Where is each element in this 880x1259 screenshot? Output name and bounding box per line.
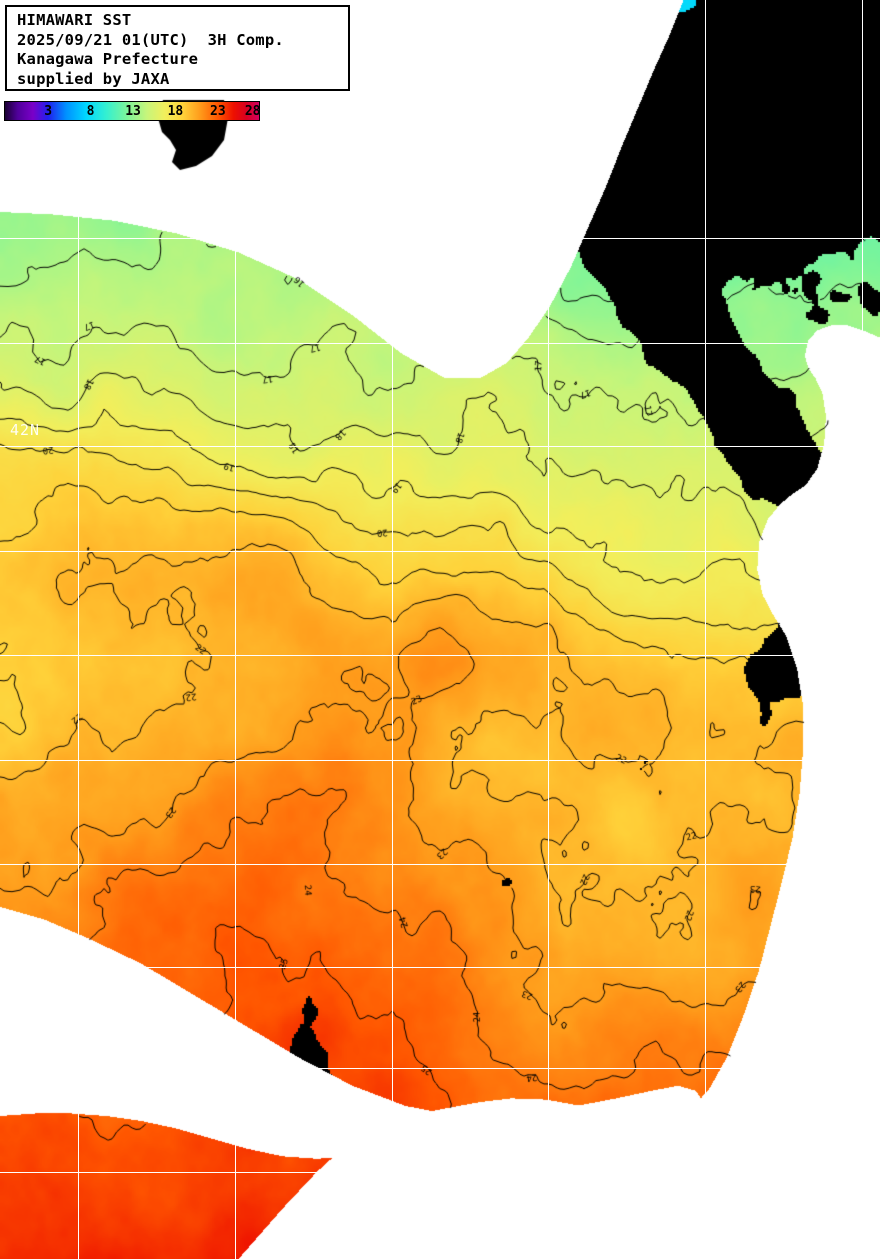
temperature-colorbar: 3 8 13 18 23 28 [4,101,260,121]
title-line-credit: supplied by JAXA [17,69,170,88]
colorbar-gradient [5,102,259,120]
title-line-provider-region: Kanagawa Prefecture [17,50,199,68]
colorbar-tick-3: 3 [44,104,53,119]
colorbar-tick-23: 23 [210,104,226,119]
colorbar-tick-28: 28 [244,104,261,119]
title-line-product: HIMAWARI SST [17,11,132,29]
title-box: HIMAWARI SST 2025/09/21 01(UTC) 3H Comp.… [5,5,350,91]
colorbar-tick-13: 13 [125,104,141,119]
colorbar-tick-8: 8 [86,104,95,119]
title-line-datetime: 2025/09/21 01(UTC) 3H Comp. [17,30,284,49]
colorbar-tick-18: 18 [167,104,184,119]
